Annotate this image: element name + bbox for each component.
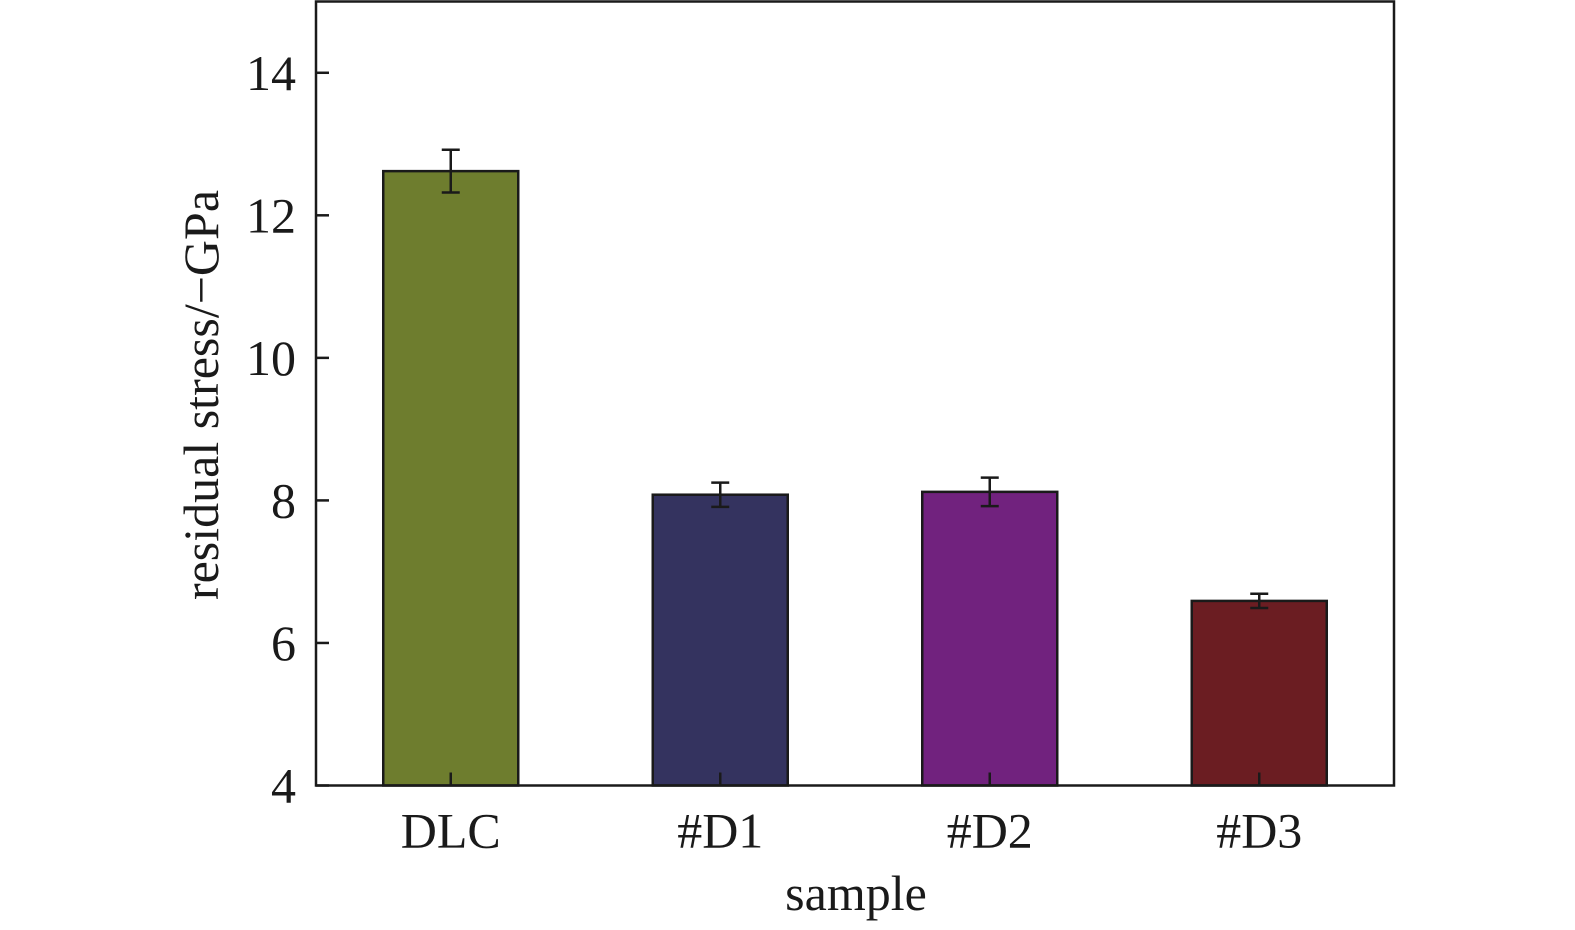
x-tick-label: #D1 [677, 803, 763, 859]
plot-frame [314, 0, 1396, 787]
y-tick-label: 10 [246, 330, 296, 386]
error-bar [1250, 592, 1269, 610]
bar-d2 [921, 490, 1059, 787]
x-tick-label: DLC [401, 803, 501, 859]
y-tick-label: 4 [271, 758, 296, 814]
x-axis: DLC #D1 #D2 #D3 [401, 772, 1302, 859]
x-tick-label: #D2 [947, 803, 1033, 859]
error-bar [441, 148, 460, 194]
error-bars-layer [441, 148, 1269, 610]
bar-dlc [382, 169, 520, 787]
x-tick-label: #D3 [1216, 803, 1302, 859]
error-bar [980, 476, 999, 508]
y-axis-title: residual stress/−GPa [173, 190, 229, 600]
bar-d3 [1190, 599, 1328, 787]
y-tick-label: 12 [246, 187, 296, 243]
bars-layer [382, 169, 1328, 787]
error-bar [711, 481, 730, 509]
y-tick-label: 6 [271, 615, 296, 671]
y-axis: 4 6 8 10 12 14 [246, 45, 329, 814]
y-tick-label: 14 [246, 45, 296, 101]
y-tick-label: 8 [271, 472, 296, 528]
bar-d1 [651, 493, 789, 787]
x-axis-title: sample [785, 865, 927, 921]
